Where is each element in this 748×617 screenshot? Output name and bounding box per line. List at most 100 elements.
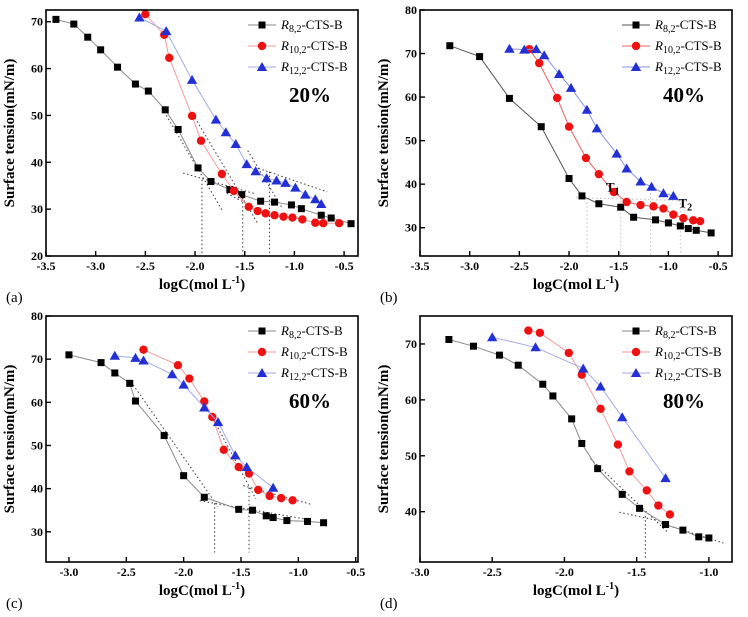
circle-marker (185, 374, 194, 383)
triangle-marker (621, 163, 632, 173)
triangle-marker (109, 350, 121, 360)
x-tick-label: -2.5 (483, 565, 502, 579)
triangle-marker (316, 198, 327, 208)
square-marker (160, 432, 168, 440)
triangle-marker (530, 342, 541, 352)
legend-label: R8,2-CTS-B (280, 323, 343, 341)
square-marker (446, 42, 454, 50)
square-marker (287, 201, 295, 209)
square-marker (238, 191, 246, 199)
square-marker (617, 203, 625, 211)
triangle-marker (178, 379, 189, 389)
square-marker (258, 327, 266, 335)
square-marker (207, 177, 215, 185)
x-axis-title: logC(mol L-1) (159, 581, 245, 599)
plot-frame (45, 9, 359, 257)
legend: R8,2-CTS-B R10,2-CTS-B R12,2-CTS-B (622, 323, 722, 383)
circle-marker (334, 219, 344, 228)
chart-panel-c: -3.0 -2.5 -2.0 -1.5 -1.0 -0.5 30 40 50 60 70 80 logC… (0, 306, 374, 612)
square-marker (632, 21, 640, 29)
x-tick-label: -2.0 (174, 565, 193, 579)
triangle-marker (591, 123, 603, 133)
chart-panel-d: -3.0 -2.5 -2.0 -1.5 -1.0 40 50 60 70 logC(mol L-1… (374, 306, 748, 612)
x-tick-label: -1.5 (627, 565, 646, 579)
triangle-marker (630, 62, 642, 71)
chart-svg-a: -3.5 -3.0 -2.5 -2.0 -1.5 -1.0 -0.5 20 30 40 50 60 70… (2, 9, 359, 306)
circle-marker (552, 93, 562, 103)
y-tick-label: 50 (31, 108, 43, 122)
chart-svg-d: -3.0 -2.5 -2.0 -1.5 -1.0 40 50 60 70 logC(mol L-1… (376, 315, 733, 612)
square-marker (258, 21, 266, 29)
circle-marker (609, 187, 618, 197)
y-tick-label: 60 (405, 90, 417, 104)
square-marker (549, 392, 557, 400)
square-marker (705, 534, 713, 542)
square-marker (257, 197, 265, 205)
square-marker (578, 192, 586, 200)
chart-svg-c: -3.0 -2.5 -2.0 -1.5 -1.0 -0.5 30 40 50 60 70 80 logC… (2, 309, 365, 612)
y-axis: 30 40 50 60 70 80 (405, 3, 425, 235)
legend-label: R10,2-CTS-B (654, 344, 722, 362)
circle-marker (577, 370, 586, 379)
guide-lines (130, 381, 313, 553)
square-marker (662, 521, 670, 529)
square-marker (114, 63, 122, 71)
x-tick-label: -0.5 (335, 259, 354, 273)
guide-line (182, 172, 255, 195)
y-tick-label: 60 (31, 62, 43, 76)
circle-marker (631, 41, 641, 51)
circle-marker (270, 211, 279, 220)
square-marker (226, 185, 234, 193)
x-tick-label: -3.0 (460, 259, 479, 273)
legend-label: R10,2-CTS-B (280, 344, 348, 362)
triangle-marker (186, 74, 198, 84)
guide-line (619, 511, 669, 524)
triangle-marker (212, 417, 224, 427)
x-tick-label: -3.0 (59, 565, 78, 579)
x-axis-title: logC(mol L-1) (533, 581, 619, 599)
x-tick-label: -2.0 (186, 259, 205, 273)
y-axis: 20 30 40 50 60 70 (31, 15, 51, 263)
square-marker (568, 415, 576, 423)
chart-svg-b: -3.5 -3.0 -2.5 -2.0 -1.5 -1.0 -0.5 30 40 50 60 70 80… (376, 3, 733, 306)
triangle-marker (130, 352, 141, 362)
x-tick-label: -2.5 (136, 259, 155, 273)
triangle-marker (658, 188, 669, 198)
square-marker (595, 200, 603, 208)
square-marker (317, 211, 325, 219)
square-marker (297, 205, 305, 213)
triangle-marker (230, 139, 241, 149)
square-marker (636, 504, 644, 512)
square-marker (539, 380, 547, 388)
x-axis-title: logC(mol L-1) (159, 275, 245, 293)
circle-marker (219, 445, 228, 454)
square-marker (537, 123, 545, 131)
triangle-marker (539, 50, 550, 60)
circle-marker (229, 186, 238, 196)
square-marker (676, 222, 684, 230)
y-tick-label: 50 (405, 134, 417, 148)
circle-marker (596, 404, 605, 414)
square-marker (469, 342, 477, 350)
triangle-marker (261, 173, 272, 183)
square-marker (200, 493, 208, 501)
triangle-marker (617, 412, 628, 422)
circle-marker (625, 467, 634, 476)
triangle-marker (290, 182, 301, 192)
square-marker (131, 397, 139, 405)
circle-marker (524, 326, 533, 335)
y-tick-label: 40 (31, 482, 43, 496)
x-tick-label: -1.0 (285, 259, 304, 273)
square-marker (70, 20, 78, 28)
circle-marker (200, 397, 209, 406)
legend-label: R10,2-CTS-B (280, 38, 348, 56)
x-tick-label: -1.5 (232, 565, 251, 579)
circle-marker (244, 469, 254, 478)
legend: R8,2-CTS-B R10,2-CTS-B R12,2-CTS-B (248, 17, 348, 77)
circle-marker (257, 41, 267, 51)
circle-marker (165, 53, 174, 62)
circle-marker (288, 213, 297, 222)
chart-panel-a: -3.5 -3.0 -2.5 -2.0 -1.5 -1.0 -0.5 20 30 40 50 60 70… (0, 0, 374, 306)
series-line (509, 48, 674, 197)
point-annotation: T2 (678, 196, 692, 214)
